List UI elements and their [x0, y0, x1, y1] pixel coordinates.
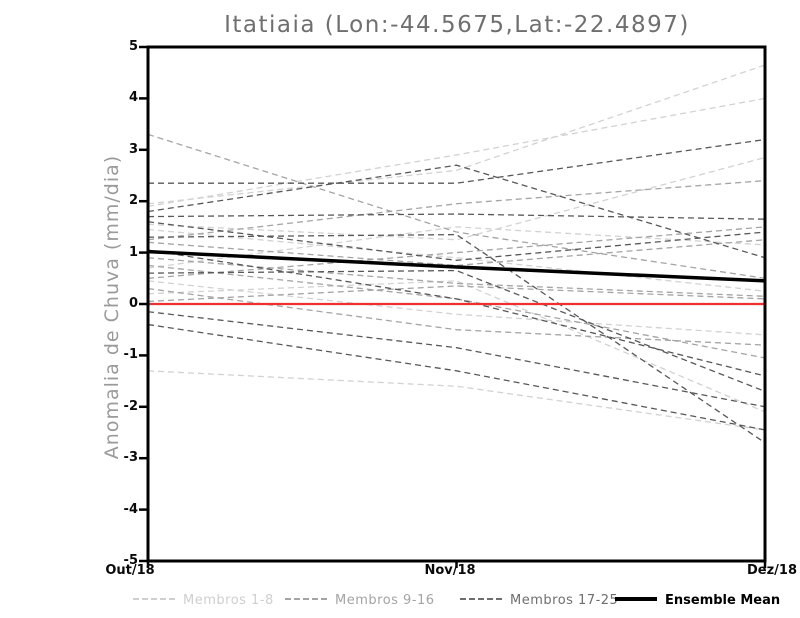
legend-label: Ensemble Mean [665, 593, 781, 608]
member-line [147, 156, 766, 241]
y-tick-label: -3 [123, 450, 138, 466]
legend-item: Ensemble Mean [615, 590, 781, 608]
y-tick-label: 2 [128, 193, 138, 209]
legend-item: Membros 9-16 [285, 590, 435, 608]
legend-solid-line-sample [615, 596, 657, 601]
legend-label: Membros 9-16 [335, 593, 435, 608]
y-tick-label: 5 [128, 39, 138, 54]
y-tick-label: 1 [128, 244, 138, 260]
member-line [147, 280, 766, 336]
y-tick-label: -2 [123, 398, 138, 414]
y-tick-label: -1 [123, 347, 138, 363]
member-line [147, 213, 766, 220]
y-tick-label: -5 [123, 553, 138, 568]
member-line [147, 97, 766, 207]
y-tick-label: 4 [128, 90, 138, 106]
member-line [147, 179, 766, 241]
member-line [147, 228, 766, 292]
member-line [147, 370, 766, 431]
legend-dashed-line-sample [460, 597, 502, 600]
y-tick-label: 0 [128, 296, 138, 311]
member-line [147, 164, 766, 259]
legend-item: Membros 17-25 [460, 590, 619, 608]
legend-item: Membros 1-8 [133, 590, 274, 608]
x-tick-label: Nov/18 [424, 563, 476, 578]
ensemble-mean-line [147, 249, 766, 283]
member-line [147, 233, 766, 444]
member-line [147, 280, 766, 413]
chart-legend: Membros 1-8 Membros 9-16 Membros 17-25 Ense… [0, 590, 800, 610]
member-line [147, 64, 766, 205]
x-tick-label: Dez/18 [746, 563, 797, 578]
member-line [147, 287, 766, 346]
member-line [147, 226, 766, 279]
member-line [147, 226, 766, 269]
chart-title: Itatiaia (Lon:-44.5675,Lat:-22.4897) [224, 12, 690, 38]
legend-label: Membros 17-25 [510, 593, 619, 608]
x-tick-label: Out/18 [105, 563, 155, 578]
member-line [147, 269, 766, 392]
y-tick-label: -4 [123, 501, 138, 517]
member-line [147, 311, 766, 408]
member-line [147, 239, 766, 267]
member-line [147, 221, 766, 261]
legend-dashed-line-sample [133, 597, 175, 600]
legend-label: Membros 1-8 [183, 593, 274, 608]
member-line [147, 249, 766, 377]
legend-dashed-line-sample [285, 597, 327, 600]
member-line [148, 138, 766, 184]
member-line [147, 264, 766, 359]
member-line [147, 285, 766, 303]
member-line [147, 133, 766, 279]
y-tick-label: 3 [128, 141, 138, 157]
member-line [147, 323, 766, 431]
